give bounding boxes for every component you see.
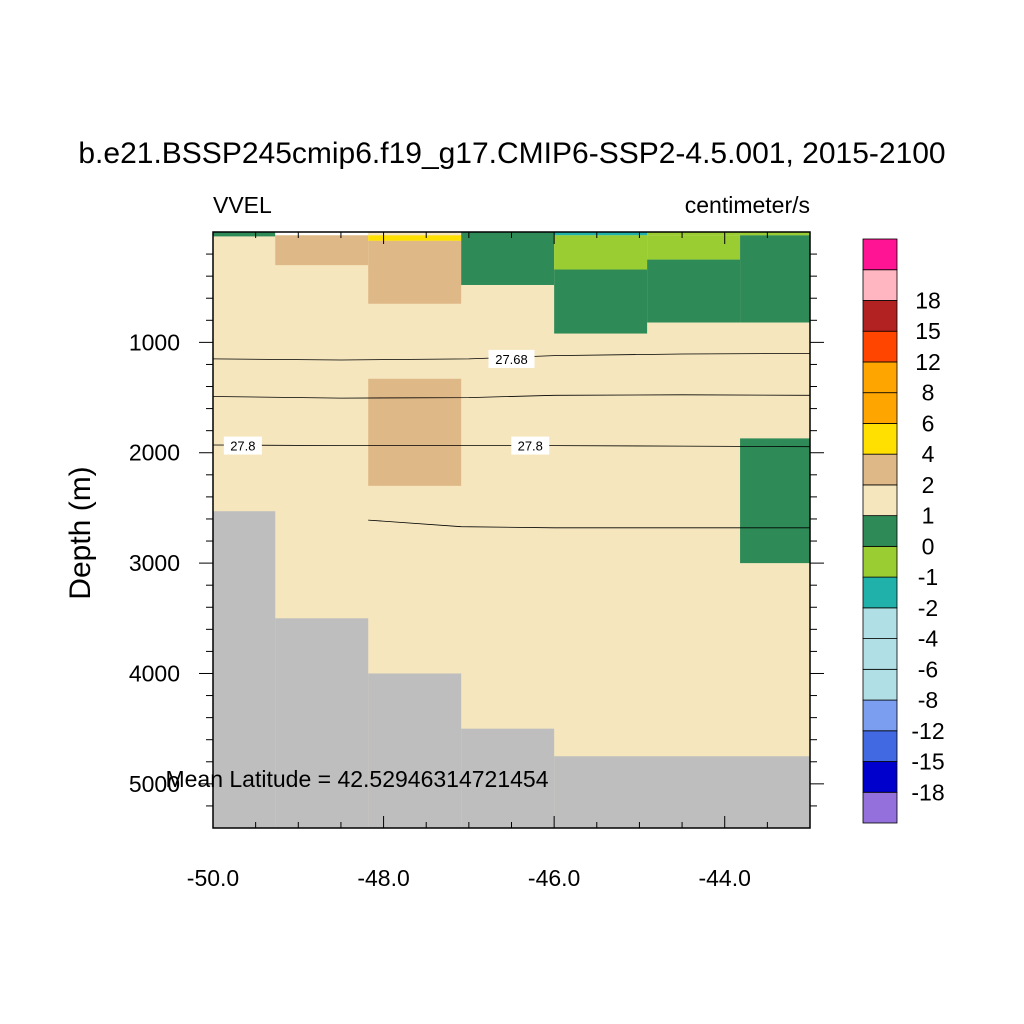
- contour-line: [368, 519, 810, 529]
- land-cell: [368, 673, 462, 828]
- colorbar-label: 15: [915, 318, 941, 344]
- y-tick-label: 4000: [129, 660, 180, 686]
- y-tick-label: 2000: [129, 440, 180, 466]
- data-cell: [368, 378, 462, 486]
- x-tick-label: -44.0: [698, 865, 750, 891]
- contour-label: 27.8: [518, 439, 543, 454]
- contour-label-box: [511, 436, 550, 455]
- x-tick-label: -50.0: [187, 865, 239, 891]
- colorbar-label: -4: [918, 626, 939, 652]
- colorbar-box: [862, 791, 898, 824]
- contour-label-box: [488, 349, 535, 368]
- data-cell: [461, 232, 555, 285]
- colorbar-box: [862, 453, 898, 486]
- contour-line: [212, 394, 811, 399]
- data-cell: [275, 232, 369, 236]
- y-tick-label: 5000: [129, 771, 180, 797]
- colorbar-box: [862, 515, 898, 547]
- colorbar-label: 8: [922, 380, 935, 406]
- colorbar-box: [862, 699, 898, 732]
- y-tick-label: 1000: [129, 329, 180, 355]
- colorbar-label: 6: [922, 410, 935, 436]
- colorbar-label: -18: [911, 779, 944, 805]
- x-tick-labels: -50.0 -48.0 -46.0 -44.0: [187, 865, 751, 891]
- axis-ticks: [199, 232, 824, 828]
- colorbar-box: [862, 761, 898, 793]
- y-tick-labels: 1000 2000 3000 4000 5000: [129, 329, 180, 796]
- colorbar-label: -2: [918, 595, 938, 621]
- colorbar-box: [862, 300, 898, 332]
- contour-label-box: [223, 436, 262, 455]
- colorbar-box: [862, 484, 898, 517]
- land-cell: [213, 511, 276, 828]
- y-tick-label: 3000: [129, 550, 180, 576]
- mean-latitude-annotation: Mean Latitude = 42.52946314721454: [165, 766, 548, 792]
- colorbar-label: 4: [922, 441, 935, 467]
- colorbar-box: [862, 576, 898, 609]
- data-cell: [368, 235, 462, 241]
- colorbar-box: [862, 330, 898, 363]
- data-cell: [740, 235, 810, 323]
- land-mask: [213, 511, 810, 828]
- contour-label: 27.8: [230, 439, 255, 454]
- variable-label: VVEL: [213, 192, 272, 218]
- colorbar: [862, 238, 898, 824]
- colorbar-box: [862, 392, 898, 424]
- data-cell: [740, 438, 810, 564]
- plot-area: 27.68 27.8 27.8: [212, 231, 811, 829]
- land-cell: [461, 728, 555, 828]
- data-cell: [647, 235, 741, 260]
- colorbar-box: [862, 607, 898, 639]
- colorbar-box: [862, 730, 898, 762]
- colorbar-label: -8: [918, 687, 938, 713]
- colorbar-label: -6: [918, 656, 938, 682]
- x-tick-label: -46.0: [528, 865, 580, 891]
- land-cell: [275, 618, 369, 828]
- colorbar-box: [862, 238, 898, 271]
- data-cell: [275, 235, 369, 266]
- colorbar-label: -1: [918, 564, 938, 590]
- colorbar-label: 18: [915, 287, 941, 313]
- data-cell: [647, 259, 741, 323]
- contour-label: 27.68: [495, 352, 528, 367]
- colorbar-label: 1: [922, 503, 935, 529]
- units-label: centimeter/s: [685, 192, 810, 218]
- colorbar-box: [862, 423, 898, 455]
- colorbar-box: [862, 545, 898, 578]
- data-cell: [368, 240, 462, 304]
- data-cells: [213, 232, 810, 564]
- colorbar-box: [862, 269, 898, 301]
- contour-lines: 27.68 27.8 27.8: [212, 349, 811, 529]
- data-cell: [647, 232, 741, 236]
- data-cell: [554, 232, 648, 236]
- colorbar-label: -15: [911, 749, 944, 775]
- x-tick-label: -48.0: [357, 865, 409, 891]
- colorbar-box: [862, 638, 898, 670]
- data-cell: [554, 235, 648, 270]
- y-axis-label: Depth (m): [64, 466, 97, 599]
- colorbar-label: 2: [922, 472, 935, 498]
- colorbar-box: [862, 668, 898, 701]
- data-cell: [554, 269, 648, 334]
- colorbar-label: 0: [922, 533, 935, 559]
- data-cell: [740, 232, 810, 236]
- colorbar-box: [862, 361, 898, 394]
- colorbar-label: -12: [911, 718, 944, 744]
- colorbar-label: 12: [915, 349, 941, 375]
- data-cell: [368, 232, 462, 236]
- data-cell: [213, 232, 276, 237]
- chart-title: b.e21.BSSP245cmip6.f19_g17.CMIP6-SSP2-4.…: [78, 137, 945, 170]
- land-cell: [554, 756, 810, 828]
